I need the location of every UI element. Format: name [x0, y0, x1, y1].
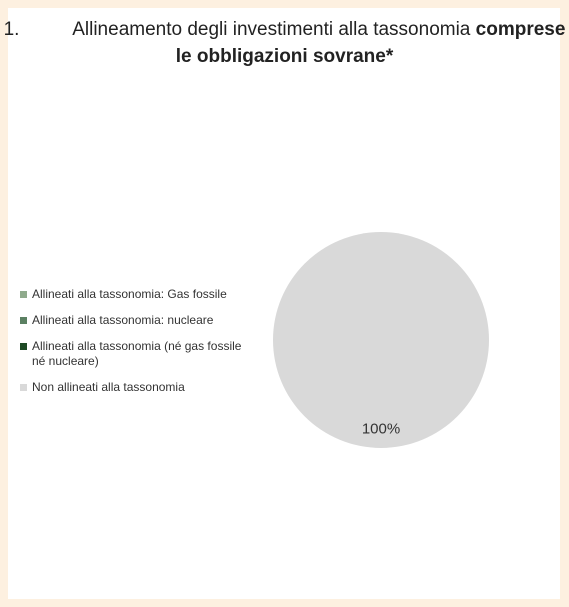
title-number: 1.: [3, 19, 20, 40]
legend-label: Allineati alla tassonomia: Gas fossile: [32, 287, 227, 301]
legend-swatch: [20, 291, 27, 298]
legend-label: Non allineati alla tassonomia: [32, 380, 185, 394]
legend-item: Non allineati alla tassonomia: [20, 380, 256, 395]
chart-title: 1. Allineamento degli investimenti alla …: [0, 16, 569, 70]
legend-item: Allineati alla tassonomia (né gas fossil…: [20, 339, 256, 369]
legend-swatch: [20, 384, 27, 391]
legend-swatch: [20, 343, 27, 350]
legend-label: Allineati alla tassonomia: nucleare: [32, 313, 214, 327]
legend: Allineati alla tassonomia: Gas fossile Al…: [20, 287, 256, 406]
legend-swatch: [20, 317, 27, 324]
title-emphasis: comprese le obbligazioni sovrane*: [175, 19, 566, 67]
legend-item: Allineati alla tassonomia: nucleare: [20, 313, 256, 328]
pie-slice: [273, 232, 489, 448]
title-text: Allineamento degli investimenti alla tas…: [72, 19, 471, 40]
data-label: 100%: [362, 421, 400, 438]
legend-label: Allineati alla tassonomia (né gas fossil…: [32, 339, 242, 368]
legend-item: Allineati alla tassonomia: Gas fossile: [20, 287, 256, 302]
